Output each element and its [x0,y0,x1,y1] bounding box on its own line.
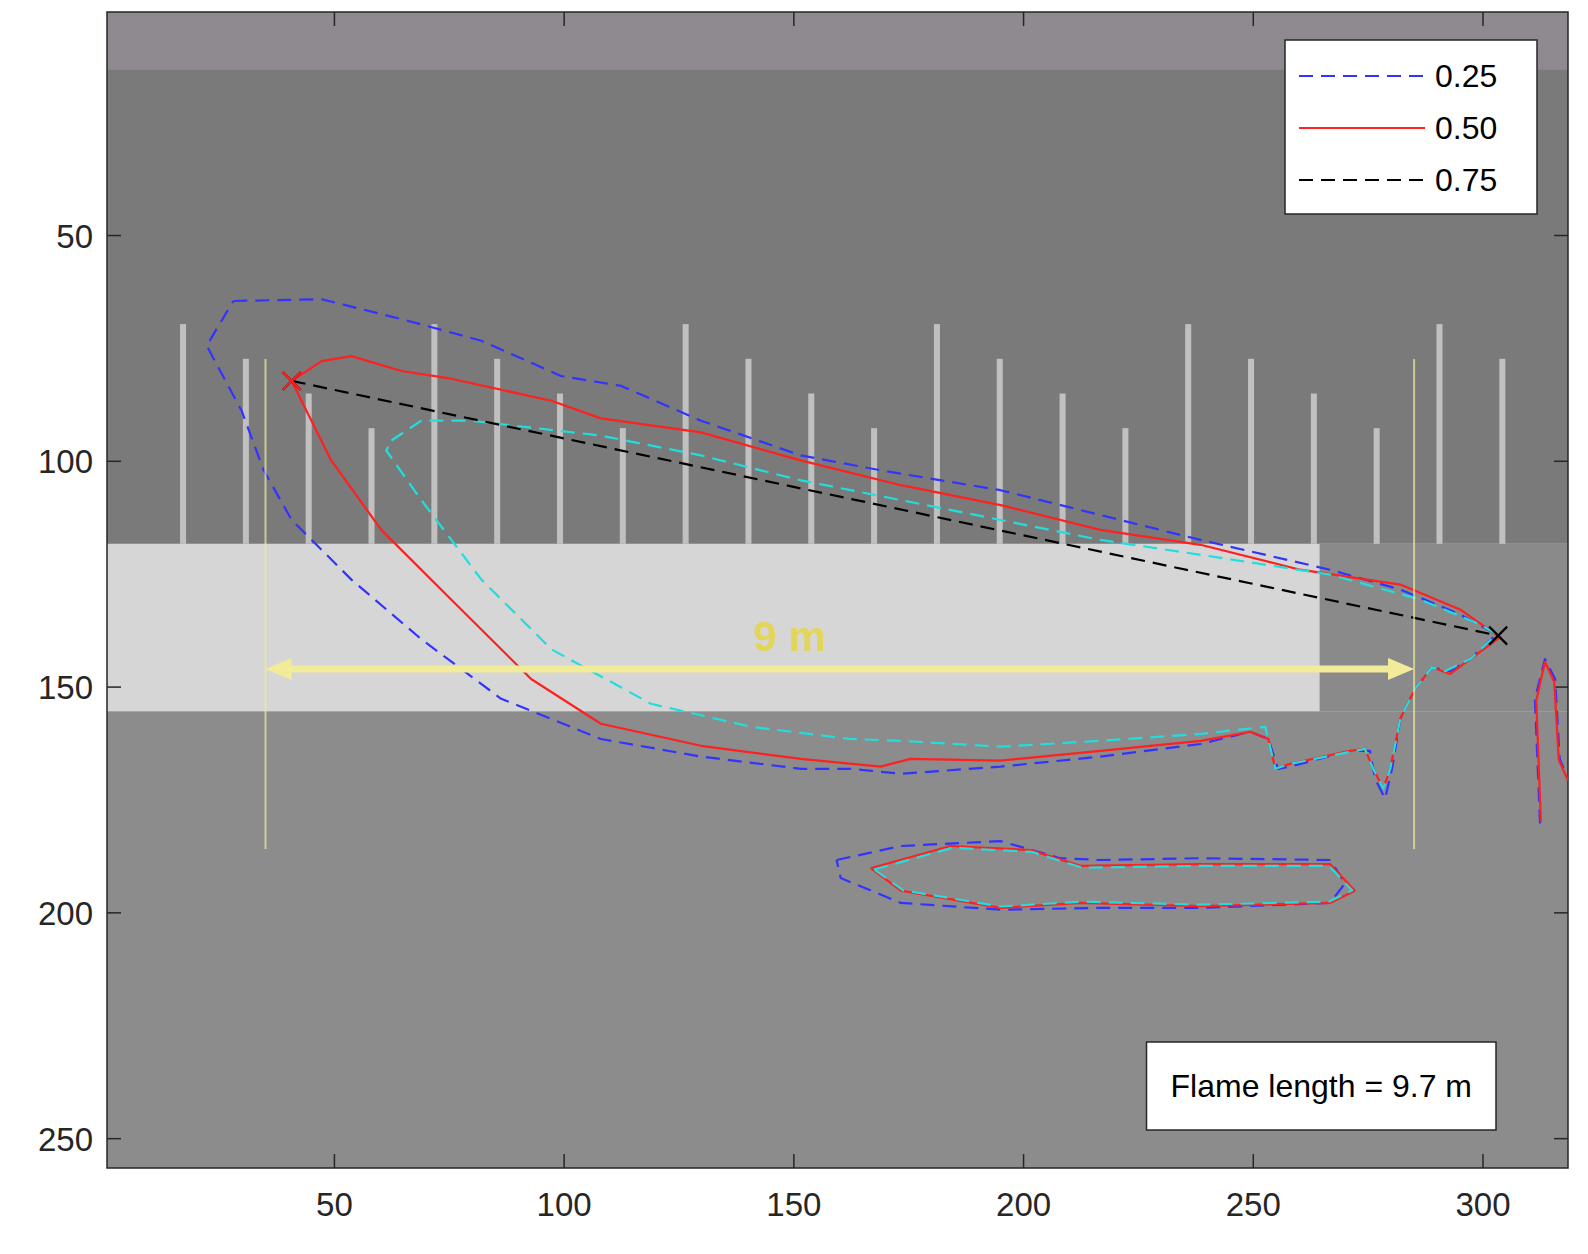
x-marker [1489,627,1507,645]
legend-label: 0.25 [1435,58,1497,94]
y-tick [1554,235,1568,237]
x-tick [1482,12,1484,26]
y-tick [107,912,121,914]
contour-line [386,421,1497,907]
arrow-head [266,658,292,680]
legend-swatch [1299,127,1425,129]
pole [1311,393,1317,543]
y-tick [1554,461,1568,463]
y-tick [107,686,121,688]
dimension-arrow [286,666,1395,673]
legend-swatch [1299,179,1425,181]
dimension-annotation: 9 m [266,359,1415,849]
arrow-head [1388,658,1414,680]
legend-label: 0.75 [1435,162,1497,198]
contour-line [207,299,1568,910]
x-tick-label: 250 [1226,1186,1281,1223]
legend-swatch [1299,75,1425,77]
contour-line [292,356,1568,908]
info-box-frame [1147,1042,1496,1130]
pole [997,359,1003,544]
pole [871,428,877,544]
info-text: Flame length = 9.7 m [1171,1068,1472,1104]
x-tick [1482,1154,1484,1168]
x-marker [283,372,301,390]
y-tick [1554,686,1568,688]
pole [557,393,563,543]
x-tick [793,1154,795,1168]
legend: 0.25 0.50 0.75 [1285,40,1537,214]
x-tick [1023,1154,1025,1168]
pole [369,428,375,544]
x-tick-label: 50 [316,1186,353,1223]
y-tick-label: 100 [38,443,93,480]
ticks: 50 100 150 200 250 300 50 100 150 200 250 [38,12,1568,1223]
pole [431,324,437,544]
pole [1248,359,1254,544]
x-tick [334,12,336,26]
y-tick [107,461,121,463]
pole [1437,324,1443,544]
ground [107,12,1568,1168]
pole [180,324,186,544]
pole [1185,324,1191,544]
structure [1320,544,1568,712]
x-tick-label: 150 [766,1186,821,1223]
x-tick-label: 300 [1455,1186,1510,1223]
pole [934,324,940,544]
y-tick-label: 200 [38,895,93,932]
y-tick [107,1138,121,1140]
pole [808,393,814,543]
legend-frame [1285,40,1537,214]
x-tick-label: 100 [537,1186,592,1223]
pole [620,428,626,544]
x-tick [1023,12,1025,26]
x-tick [563,1154,565,1168]
background-image [107,12,1568,1168]
pole [745,359,751,544]
extension-line [265,359,267,849]
extension-line [1413,359,1415,849]
dimension-label: 9 m [754,613,826,660]
x-tick [793,12,795,26]
y-tick [1554,912,1568,914]
pole [1122,428,1128,544]
legend-label: 0.50 [1435,110,1497,146]
y-tick-label: 150 [38,669,93,706]
pole [1499,359,1505,544]
x-tick-label: 200 [996,1186,1051,1223]
marks [207,299,1568,910]
y-tick [107,235,121,237]
y-tick-label: 50 [56,218,93,255]
x-tick [334,1154,336,1168]
x-marker [283,372,301,390]
bright-band [107,544,1568,712]
contour-line [292,381,1499,636]
x-tick [1253,12,1255,26]
info-box: Flame length = 9.7 m [1147,1042,1496,1130]
pole [683,324,689,544]
y-tick [1554,1138,1568,1140]
pole [1374,428,1380,544]
pole [494,359,500,544]
plot-frame [107,12,1568,1168]
chart: 50 100 150 200 250 300 50 100 150 200 250 9 m Flame … [0,0,1588,1254]
pole [243,359,249,544]
x-tick [563,12,565,26]
x-tick [1253,1154,1255,1168]
trees [107,12,1568,544]
y-tick-label: 250 [38,1121,93,1158]
